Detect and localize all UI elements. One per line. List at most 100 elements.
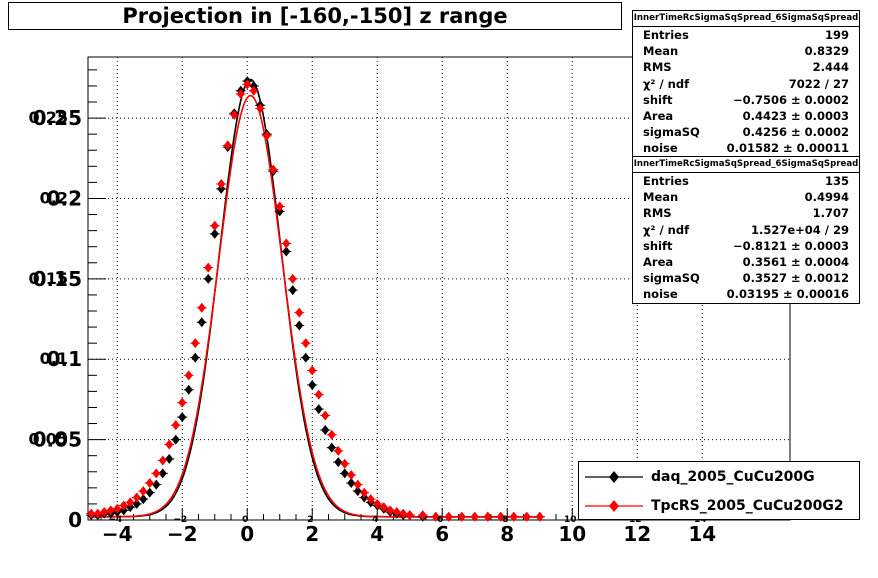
x-tick-small-label: 14	[694, 515, 707, 525]
data-point	[152, 468, 161, 479]
data-point	[509, 511, 518, 522]
data-point	[431, 511, 440, 522]
x-tick-small-label: 12	[629, 515, 642, 525]
x-tick-label: 6	[435, 522, 449, 546]
data-point	[282, 238, 291, 249]
stats-label: Area	[643, 108, 674, 123]
data-point	[353, 486, 362, 497]
data-point	[282, 246, 291, 257]
y-tick-label: 0.15	[33, 267, 82, 291]
x-tick-small-label: −4	[108, 515, 122, 525]
data-point	[87, 508, 96, 519]
data-point	[113, 503, 122, 514]
data-point	[327, 442, 336, 453]
stats-row: noise 0.01582 ± 0.00011	[633, 140, 859, 156]
stats-row: RMS 1.707	[633, 205, 859, 221]
y-tick-overlay-label: 0.25	[29, 108, 68, 127]
legend-marker-daq	[585, 470, 643, 483]
data-point	[93, 508, 102, 519]
legend-item-tpcrs: TpcRS_2005_CuCu200G2	[579, 491, 859, 520]
data-point	[184, 370, 193, 381]
stats-row: Entries 135	[633, 173, 859, 189]
data-point	[100, 506, 109, 517]
stats-row: shift −0.7506 ± 0.0002	[633, 92, 859, 108]
y-tick-label: 0.1	[47, 347, 82, 371]
data-point	[327, 429, 336, 440]
data-point	[236, 88, 245, 99]
data-point	[353, 479, 362, 490]
data-point	[139, 494, 148, 505]
data-point	[522, 511, 531, 522]
data-point	[132, 492, 141, 503]
data-point	[392, 506, 401, 517]
stats-header: InnerTimeRcSigmaSqSpread_6SigmaSqSpread	[633, 11, 859, 27]
data-point	[223, 140, 232, 151]
stats-value: 135	[824, 174, 849, 188]
data-point	[197, 317, 206, 328]
series-points	[86, 79, 545, 522]
stats-row: RMS 2.444	[633, 59, 859, 75]
data-point	[334, 445, 343, 456]
y-tick-label: 0.05	[33, 428, 82, 452]
x-tick-label: 10	[558, 522, 586, 546]
stats-value: 0.8329	[804, 44, 849, 59]
data-point	[373, 498, 382, 509]
y-tick-overlay-label: 0.15	[29, 269, 68, 288]
stats-box-daq: InnerTimeRcSigmaSqSpread_6SigmaSqSpread …	[632, 10, 860, 158]
y-tick-overlay-label: 0.2	[40, 188, 68, 207]
x-tick-label: 8	[500, 522, 514, 546]
y-tick-overlay-label: 0.1	[40, 349, 68, 368]
stats-value: 0.4256 ± 0.0002	[742, 125, 849, 140]
stats-row: Area 0.4423 ± 0.0003	[633, 108, 859, 124]
x-tick-small-label: 4	[372, 515, 378, 525]
data-point	[340, 458, 349, 469]
data-point	[457, 511, 466, 522]
x-tick-label: 4	[370, 522, 384, 546]
y-tick-overlay-label: 0.05	[29, 430, 68, 449]
data-point	[210, 228, 219, 239]
x-tick-small-label: 2	[307, 515, 313, 525]
stats-value: 199	[824, 28, 849, 42]
data-point	[126, 497, 135, 508]
data-point	[132, 498, 141, 509]
stats-box-tpcrs: InnerTimeRcSigmaSqSpread_6SigmaSqSpread …	[632, 156, 860, 304]
x-tick-label: 14	[688, 522, 716, 546]
stats-label: noise	[643, 287, 678, 302]
data-point	[165, 439, 174, 450]
x-tick-small-label: −2	[173, 515, 187, 525]
stats-label: Mean	[643, 44, 679, 59]
data-point	[386, 505, 395, 516]
y-tick-label: 0.2	[47, 186, 82, 210]
stats-value: 0.4994	[804, 190, 849, 205]
x-tick-label: −2	[167, 522, 198, 546]
x-tick-small-label: 8	[502, 515, 508, 525]
data-point	[275, 201, 284, 212]
chart-title: Projection in [-160,-150] z range	[122, 4, 508, 28]
data-point	[308, 379, 317, 390]
data-point	[314, 389, 323, 400]
data-point	[139, 486, 148, 497]
data-point	[483, 511, 492, 522]
stats-label: shift	[643, 238, 673, 253]
data-point	[158, 455, 167, 466]
stats-row: sigmaSQ 0.3527 ± 0.0012	[633, 270, 859, 286]
data-point	[288, 273, 297, 284]
stats-value: 1.707	[812, 206, 849, 221]
x-tick-label: 12	[623, 522, 651, 546]
legend-item-daq: daq_2005_CuCu200G	[579, 462, 859, 491]
x-tick-small-label: 10	[564, 515, 577, 525]
stats-value: −0.7506 ± 0.0002	[732, 92, 849, 107]
data-point	[470, 511, 479, 522]
stats-label: sigmaSQ	[643, 271, 700, 286]
data-point	[106, 505, 115, 516]
legend-marker-tpcrs	[585, 499, 643, 512]
data-point	[171, 420, 180, 431]
legend-label-tpcrs: TpcRS_2005_CuCu200G2	[651, 497, 844, 514]
data-point	[295, 307, 304, 318]
legend: daq_2005_CuCu200G TpcRS_2005_CuCu200G2	[578, 461, 860, 520]
data-point	[152, 479, 161, 490]
data-point	[405, 510, 414, 521]
stats-label: Mean	[643, 190, 679, 205]
data-point	[535, 511, 544, 522]
data-point	[204, 273, 213, 284]
